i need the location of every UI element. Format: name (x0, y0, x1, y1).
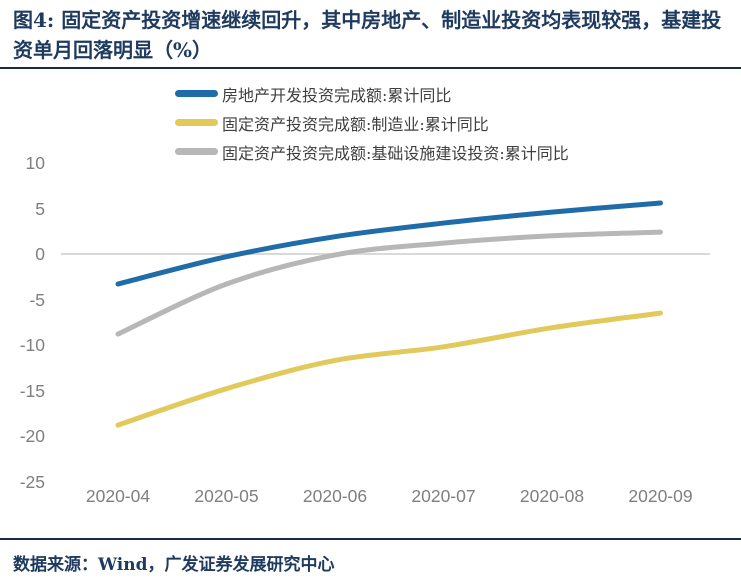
series-line-1 (115, 310, 663, 428)
legend-item-real-estate: 房地产开发投资完成额:累计同比 (175, 79, 569, 108)
data-source-note: 数据来源：Wind，广发证券发展研究中心 (13, 555, 335, 575)
series-line-2 (115, 229, 663, 337)
series-line-0 (115, 200, 663, 287)
chart-legend: 房地产开发投资完成额:累计同比 固定资产投资完成额:制造业:累计同比 固定资产投… (175, 79, 569, 166)
y-tick-label: -15 (19, 380, 45, 401)
legend-item-manufacturing: 固定资产投资完成额:制造业:累计同比 (175, 108, 569, 137)
legend-item-infrastructure: 固定资产投资完成额:基础设施建设投资:累计同比 (175, 137, 569, 166)
y-tick-label: -5 (29, 289, 45, 310)
legend-label: 房地产开发投资完成额:累计同比 (222, 85, 452, 105)
legend-line-swatch-blue (175, 90, 218, 97)
y-tick-label: 10 (25, 153, 45, 173)
y-tick-label: 0 (35, 244, 45, 264)
legend-line-swatch-gray (175, 148, 218, 155)
legend-label: 固定资产投资完成额:制造业:累计同比 (222, 114, 489, 134)
y-tick-label: 5 (35, 198, 45, 219)
y-tick-label: -25 (19, 471, 45, 492)
legend-line-swatch-yellow (175, 119, 218, 126)
y-tick-label: -20 (19, 426, 45, 446)
x-axis-label: 2020-07 (411, 486, 476, 506)
figure-title: 图4: 固定资产投资增速继续回升，其中房地产、制造业投资均表现较强，基建投资单月… (13, 8, 722, 62)
x-axis-label: 2020-08 (519, 486, 585, 506)
x-axis-label: 2020-09 (628, 486, 693, 506)
x-axis-label: 2020-04 (85, 486, 151, 506)
bottom-divider (0, 538, 741, 540)
x-axis-label: 2020-05 (194, 486, 259, 506)
y-tick-label: -10 (19, 335, 45, 355)
x-axis-label: 2020-06 (302, 486, 368, 506)
legend-label: 固定资产投资完成额:基础设施建设投资:累计同比 (222, 143, 569, 163)
top-divider (0, 67, 741, 69)
